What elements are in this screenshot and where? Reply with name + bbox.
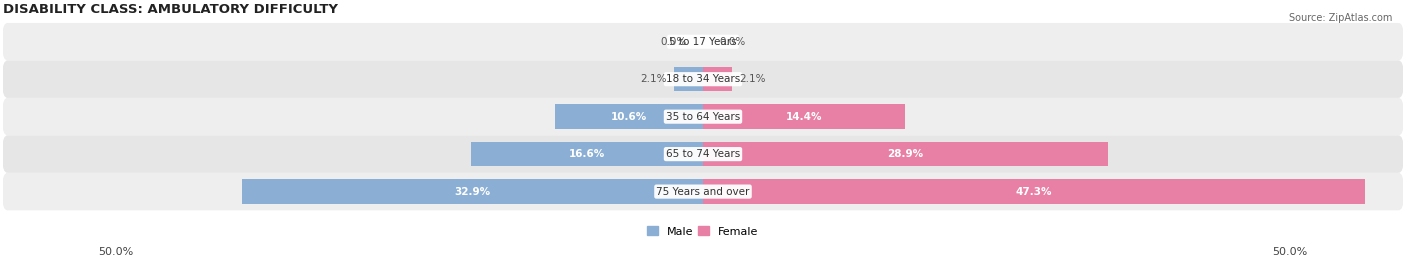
Bar [471, 142, 703, 166]
Text: 5 to 17 Years: 5 to 17 Years [669, 37, 737, 47]
Text: 75 Years and over: 75 Years and over [657, 187, 749, 197]
Bar [673, 67, 703, 91]
FancyBboxPatch shape [3, 98, 1403, 135]
FancyBboxPatch shape [3, 61, 1403, 98]
Text: 10.6%: 10.6% [610, 112, 647, 122]
Text: DISABILITY CLASS: AMBULATORY DIFFICULTY: DISABILITY CLASS: AMBULATORY DIFFICULTY [3, 3, 337, 16]
Text: 65 to 74 Years: 65 to 74 Years [666, 149, 740, 159]
Text: 0.0%: 0.0% [720, 37, 747, 47]
Text: 18 to 34 Years: 18 to 34 Years [666, 74, 740, 84]
Bar [703, 67, 733, 91]
Text: 50.0%: 50.0% [1272, 247, 1308, 257]
Text: 35 to 64 Years: 35 to 64 Years [666, 112, 740, 122]
Bar [242, 179, 703, 204]
Text: 2.1%: 2.1% [640, 74, 666, 84]
FancyBboxPatch shape [3, 23, 1403, 61]
Bar [554, 105, 703, 129]
Text: 0.0%: 0.0% [659, 37, 686, 47]
Text: 32.9%: 32.9% [454, 187, 491, 197]
FancyBboxPatch shape [3, 135, 1403, 173]
Text: 14.4%: 14.4% [786, 112, 823, 122]
FancyBboxPatch shape [3, 173, 1403, 210]
Bar [703, 179, 1365, 204]
Text: 47.3%: 47.3% [1017, 187, 1053, 197]
Text: 28.9%: 28.9% [887, 149, 924, 159]
Bar [703, 142, 1108, 166]
Text: Source: ZipAtlas.com: Source: ZipAtlas.com [1288, 13, 1392, 23]
Text: 50.0%: 50.0% [98, 247, 134, 257]
Text: 16.6%: 16.6% [568, 149, 605, 159]
Legend: Male, Female: Male, Female [643, 222, 763, 241]
Text: 2.1%: 2.1% [740, 74, 766, 84]
Bar [703, 105, 904, 129]
